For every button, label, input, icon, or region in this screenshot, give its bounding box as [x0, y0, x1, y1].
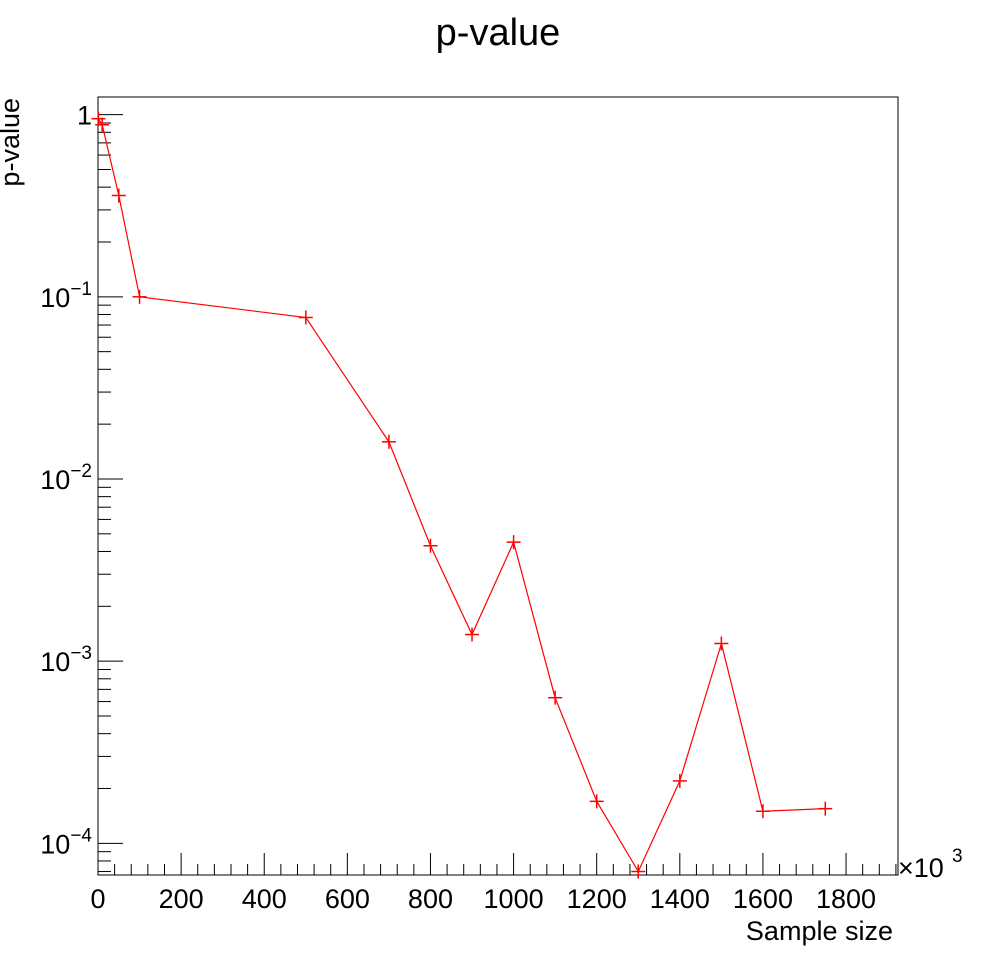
- x-tick-label: 1000: [484, 884, 544, 914]
- series-layer: [91, 111, 833, 879]
- data-point: [818, 801, 833, 816]
- data-point: [506, 535, 521, 550]
- y-tick-label: 10−2: [40, 461, 92, 495]
- data-point: [91, 111, 106, 126]
- x-axis-label: Sample size: [746, 916, 893, 946]
- data-point: [132, 289, 147, 304]
- x-tick-label: 0: [90, 884, 105, 914]
- x-multiplier-exponent: 3: [952, 846, 963, 867]
- chart-title: p-value: [436, 12, 561, 54]
- ticks-layer: 0 200 400 600 800 1000 1200 1400 1600 1800 1 10−1 10…: [40, 101, 897, 914]
- plot-frame: [97, 96, 899, 876]
- data-point: [95, 117, 110, 132]
- data-point: [672, 773, 687, 788]
- x-tick-label: 800: [408, 884, 453, 914]
- data-point: [381, 434, 396, 449]
- x-tick-label: 1600: [733, 884, 793, 914]
- data-point: [755, 804, 770, 819]
- y-tick-label: 10−4: [40, 825, 92, 859]
- y-tick-label: 10−1: [40, 279, 92, 313]
- x-tick-label: 600: [325, 884, 370, 914]
- series-line: [97, 118, 826, 873]
- y-tick-label: 10−3: [40, 643, 92, 677]
- x-tick-label: 1800: [816, 884, 876, 914]
- x-multiplier-base: ×10: [898, 853, 944, 883]
- data-point: [465, 627, 480, 642]
- data-point: [714, 636, 729, 651]
- x-tick-label: 200: [159, 884, 204, 914]
- data-point: [423, 538, 438, 553]
- data-point: [631, 864, 646, 879]
- x-tick-label: 1200: [567, 884, 627, 914]
- y-axis-label: p-value: [0, 98, 25, 187]
- data-point: [589, 794, 604, 809]
- x-tick-label: 400: [242, 884, 287, 914]
- y-tick-label: 1: [77, 101, 92, 131]
- data-point: [298, 310, 313, 325]
- x-multiplier: ×10 3: [898, 846, 963, 883]
- x-tick-label: 1400: [650, 884, 710, 914]
- data-point: [111, 188, 126, 203]
- data-point: [548, 690, 563, 705]
